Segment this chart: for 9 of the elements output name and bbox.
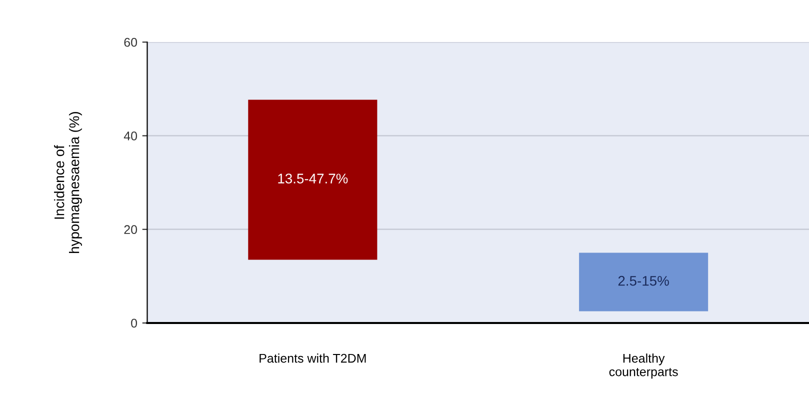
y-tick-label: 60 bbox=[124, 38, 138, 47]
x-tick-label: Healthy counterparts bbox=[609, 354, 678, 379]
x-tick-label: Patients with T2DM bbox=[260, 354, 366, 363]
y-tick-label: 0 bbox=[131, 318, 138, 328]
y-axis-title: Incidence of hypomagnesaemia (%) bbox=[54, 112, 82, 253]
y-tick-label: 20 bbox=[124, 225, 138, 234]
y-tick-label: 40 bbox=[124, 132, 138, 140]
annotation: 13.5-47.7% bbox=[278, 174, 348, 184]
annotation: 2.5-15% bbox=[618, 276, 669, 286]
